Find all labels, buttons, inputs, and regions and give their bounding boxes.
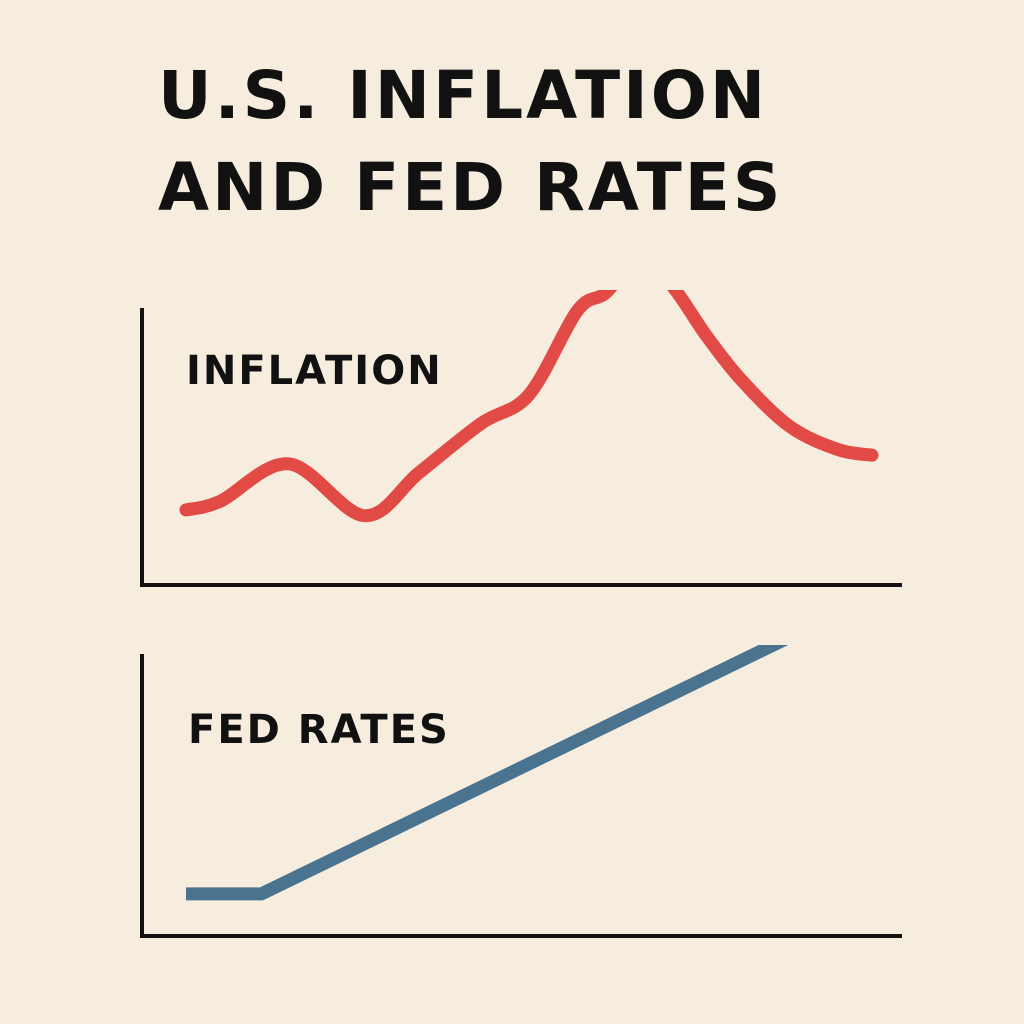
fed-rates-series-line [186, 645, 789, 901]
inflation-series-line [179, 290, 879, 523]
chart-title-line-2: AND FED RATES [158, 149, 784, 226]
inflation-chart: INFLATION [140, 290, 902, 587]
chart-title: U.S. INFLATION AND FED RATES [158, 50, 958, 234]
chart-title-line-1: U.S. INFLATION [158, 57, 769, 134]
inflation-label: INFLATION [186, 348, 443, 394]
fed-rates-label: FED RATES [188, 707, 450, 753]
fed-rates-chart: FED RATES [140, 645, 902, 938]
